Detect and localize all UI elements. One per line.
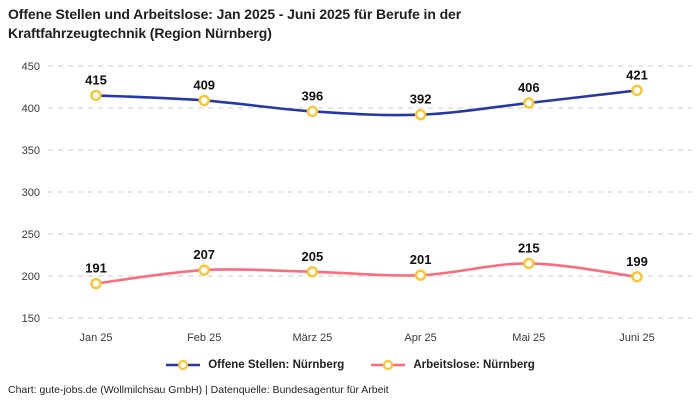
data-point[interactable] xyxy=(306,266,319,278)
data-point[interactable] xyxy=(198,94,210,107)
series-line xyxy=(94,89,639,117)
legend-line-marker-icon xyxy=(166,359,201,371)
data-label: 415 xyxy=(85,72,107,87)
y-tick-label: 300 xyxy=(22,187,40,199)
data-point[interactable] xyxy=(414,269,427,281)
legend-item[interactable]: Offene Stellen: Nürnberg xyxy=(165,359,344,371)
legend-line-marker-icon xyxy=(371,359,406,371)
data-point[interactable] xyxy=(90,277,102,290)
data-label: 396 xyxy=(302,88,324,103)
x-tick-label: Jan 25 xyxy=(79,332,112,344)
data-label: 201 xyxy=(410,252,432,267)
data-label: 207 xyxy=(193,247,215,262)
data-point[interactable] xyxy=(198,264,210,276)
legend: Offene Stellen: Nürnberg Arbeitslose: Nür… xyxy=(0,359,700,371)
x-tick-label: Feb 25 xyxy=(187,332,221,344)
x-tick-label: Apr 25 xyxy=(404,332,436,344)
data-label: 406 xyxy=(518,80,540,95)
chart-title: Offene Stellen und Arbeitslose: Jan 2025… xyxy=(8,6,462,41)
data-label: 199 xyxy=(626,254,648,269)
data-label: 409 xyxy=(193,77,215,92)
data-point[interactable] xyxy=(631,84,643,97)
y-tick-label: 450 xyxy=(22,61,40,73)
data-point[interactable] xyxy=(306,105,319,118)
series-line xyxy=(94,262,639,285)
y-tick-label: 200 xyxy=(22,271,40,283)
data-point[interactable] xyxy=(90,89,102,102)
data-point[interactable] xyxy=(523,257,535,270)
legend-label: Arbeitslose: Nürnberg xyxy=(413,359,535,371)
data-label: 191 xyxy=(85,261,107,276)
data-point[interactable] xyxy=(631,271,643,283)
data-label: 421 xyxy=(626,67,648,82)
legend-label: Offene Stellen: Nürnberg xyxy=(208,359,345,371)
data-label: 215 xyxy=(518,240,540,255)
legend-item[interactable]: Arbeitslose: Nürnberg xyxy=(370,359,535,371)
chart-footer: Chart: gute-jobs.de (Wollmilchsau GmbH) … xyxy=(8,384,389,396)
data-label: 205 xyxy=(302,249,324,264)
y-tick-label: 250 xyxy=(22,229,40,241)
y-tick-label: 150 xyxy=(22,313,40,325)
x-tick-label: Juni 25 xyxy=(619,332,654,344)
y-tick-label: 400 xyxy=(22,103,40,115)
y-tick-label: 350 xyxy=(22,145,40,157)
data-label: 392 xyxy=(410,92,432,107)
data-point[interactable] xyxy=(523,97,535,109)
x-tick-label: Mai 25 xyxy=(512,332,545,344)
data-point[interactable] xyxy=(414,109,427,121)
x-tick-label: März 25 xyxy=(293,332,333,344)
